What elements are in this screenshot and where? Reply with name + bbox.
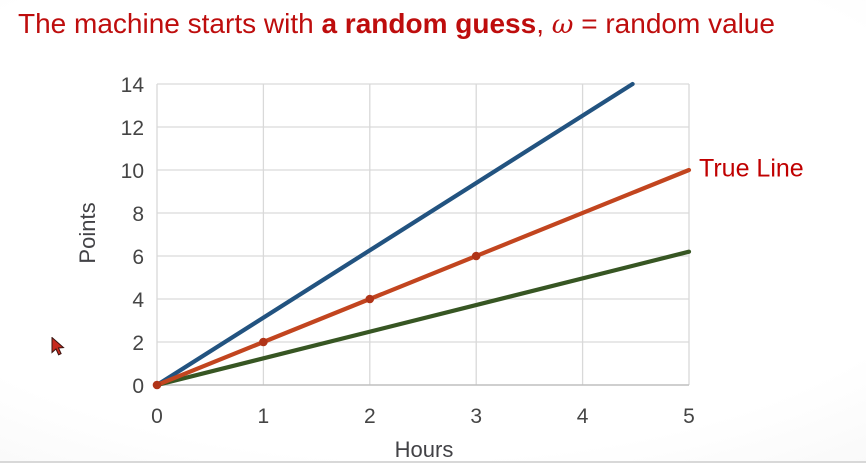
slide-title: The machine starts with a random guess, …	[18, 6, 858, 41]
omega-symbol: ω	[551, 9, 574, 40]
x-tick-label: 1	[258, 405, 270, 428]
x-tick-label: 3	[470, 405, 482, 428]
true-line-marker	[365, 294, 375, 304]
true-line-annotation: True Line	[699, 154, 804, 183]
y-tick-label: 10	[121, 160, 144, 183]
title-text-1: The machine starts with	[18, 8, 322, 39]
title-text-2: ,	[536, 8, 552, 39]
x-tick-label: 4	[577, 405, 589, 428]
y-axis-label: Points	[75, 202, 100, 264]
true-line-marker	[259, 337, 268, 347]
y-tick-label: 4	[132, 289, 144, 312]
low-guess-line	[154, 249, 692, 388]
mouse-cursor-icon	[51, 337, 65, 356]
true-line-marker	[471, 251, 481, 261]
true-line-marker	[152, 380, 162, 390]
initial-guess-line	[154, 81, 635, 388]
x-tick-label: 0	[151, 405, 163, 428]
x-tick-label: 2	[364, 405, 376, 428]
y-tick-label: 0	[132, 375, 144, 398]
y-tick-label: 8	[132, 203, 144, 226]
y-tick-label: 12	[121, 117, 144, 140]
y-tick-label: 2	[132, 332, 144, 355]
y-tick-label: 14	[121, 74, 145, 97]
x-tick-label: 5	[683, 405, 695, 428]
title-text-bold: a random guess	[321, 8, 537, 39]
x-axis-label: Hours	[394, 437, 454, 462]
true-line	[154, 167, 692, 388]
y-tick-label: 6	[132, 246, 144, 269]
title-text-3: = random value	[573, 8, 776, 39]
